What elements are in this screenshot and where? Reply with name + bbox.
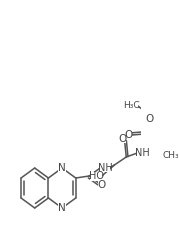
Bar — [125, 101, 139, 109]
Text: NH: NH — [98, 163, 112, 173]
Bar — [58, 203, 66, 212]
Text: O: O — [118, 134, 126, 144]
Bar — [119, 135, 126, 143]
Text: NH: NH — [135, 148, 149, 158]
Bar — [90, 171, 102, 180]
Bar — [100, 164, 110, 172]
Text: O: O — [124, 130, 133, 140]
Bar — [165, 151, 178, 159]
Text: H₃C: H₃C — [124, 101, 140, 110]
Bar — [125, 131, 132, 139]
Text: O: O — [145, 114, 153, 124]
Bar — [98, 181, 105, 189]
Text: HO: HO — [89, 171, 104, 181]
Text: N: N — [58, 203, 66, 213]
Bar — [137, 149, 147, 157]
Text: N: N — [58, 163, 66, 173]
Bar — [146, 115, 153, 123]
Text: CH₃: CH₃ — [163, 151, 179, 160]
Text: O: O — [98, 180, 106, 190]
Bar — [58, 164, 66, 173]
